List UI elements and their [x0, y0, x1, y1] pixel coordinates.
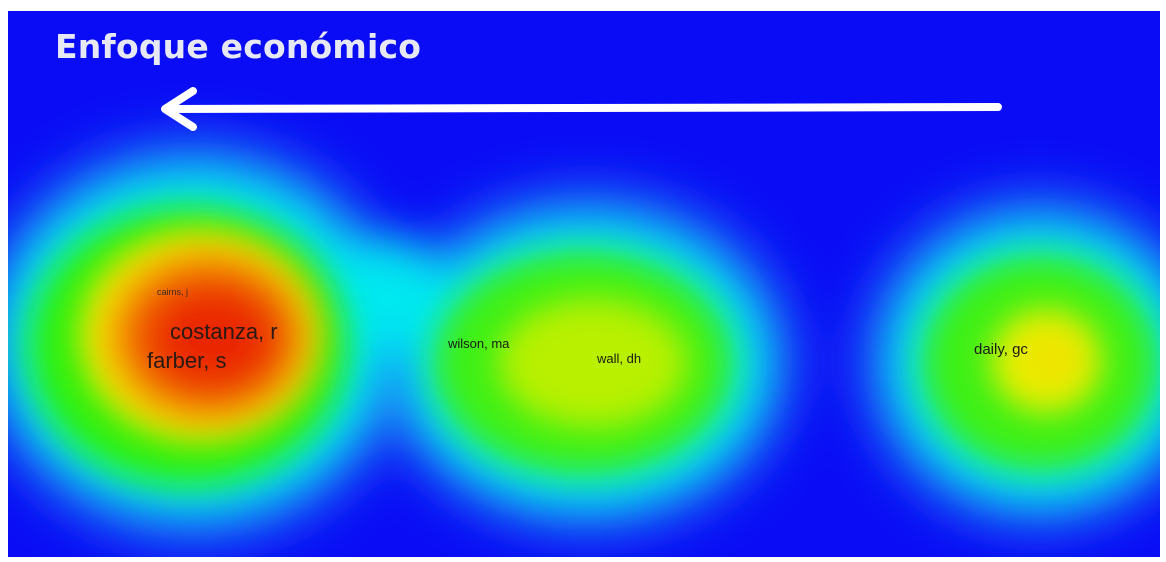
- node-label-costanza: costanza, r: [170, 319, 278, 344]
- node-label-wilson: wilson, ma: [448, 336, 510, 351]
- density-heatmap: [8, 141, 1160, 541]
- arrow-head: [161, 87, 197, 131]
- map-title: Enfoque económico: [55, 27, 422, 66]
- node-label-farber: farber, s: [147, 348, 227, 373]
- density-map: Enfoque económico cairns, j costanza, r …: [8, 11, 1160, 557]
- node-label-wall: wall, dh: [597, 351, 642, 366]
- node-label-cairns: cairns, j: [157, 287, 189, 297]
- arrow-shaft: [164, 103, 1002, 113]
- red-core-layer: [113, 256, 1073, 416]
- direction-arrow: [161, 87, 1002, 131]
- node-label-daily: daily, gc: [974, 341, 1028, 358]
